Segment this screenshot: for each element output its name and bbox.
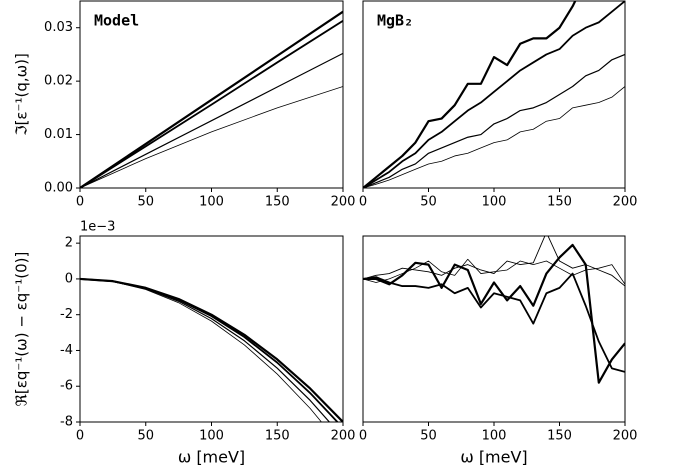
x-tick-label: 100 [482, 429, 507, 444]
data-line [363, 272, 625, 373]
y-tick-label: 0 [65, 271, 73, 286]
x-tick-label: 50 [137, 195, 154, 210]
offset-text: 1e−3 [80, 220, 115, 235]
plot-area [80, 10, 343, 188]
data-line [80, 278, 322, 422]
x-tick-label: 200 [331, 429, 356, 444]
x-tick-label: 0 [359, 195, 367, 210]
x-tick-label: 150 [265, 195, 290, 210]
x-tick-label: 200 [613, 195, 638, 210]
data-line [363, 53, 625, 188]
plot-area [363, 236, 625, 384]
x-tick-label: 100 [199, 195, 224, 210]
y-tick-label: -4 [60, 343, 73, 358]
panel-label: Model [94, 12, 139, 30]
x-axis-label: ω [meV] [460, 448, 527, 467]
data-line [80, 20, 343, 188]
y-tick-label: 0.02 [44, 74, 73, 89]
y-tick-label: -6 [60, 379, 73, 394]
y-tick-label: 0.00 [44, 181, 73, 196]
data-line [363, 1, 577, 188]
data-line [363, 236, 625, 287]
y-tick-label: -2 [60, 307, 73, 322]
x-tick-label: 200 [331, 195, 356, 210]
data-line [80, 10, 343, 188]
x-tick-label: 50 [420, 429, 437, 444]
data-line [80, 86, 343, 188]
plot-area [80, 277, 343, 422]
x-axis-label: ω [meV] [178, 448, 245, 467]
data-line [363, 258, 625, 285]
x-tick-label: 0 [76, 429, 84, 444]
y-axis-label: ℑ[ε⁻¹(q,ω)] [13, 53, 31, 136]
y-axis-label: ℜ[εq⁻¹(ω) − εq⁻¹(0)] [13, 252, 31, 407]
x-tick-label: 150 [547, 195, 572, 210]
x-tick-label: 150 [265, 429, 290, 444]
data-line [80, 278, 331, 422]
x-tick-label: 200 [613, 429, 638, 444]
x-tick-label: 150 [547, 429, 572, 444]
y-tick-label: 2 [65, 236, 73, 251]
data-line [80, 52, 343, 188]
x-tick-label: 100 [199, 429, 224, 444]
x-tick-label: 0 [359, 429, 367, 444]
y-tick-label: -8 [60, 415, 73, 430]
x-tick-label: 50 [137, 429, 154, 444]
y-tick-label: 0.01 [44, 127, 73, 142]
data-line [363, 86, 625, 188]
x-tick-label: 0 [76, 195, 84, 210]
panel-label: MgB₂ [377, 12, 413, 30]
x-tick-label: 50 [420, 195, 437, 210]
data-line [80, 277, 343, 422]
data-line [363, 243, 625, 384]
x-tick-label: 100 [482, 195, 507, 210]
data-line [80, 278, 339, 422]
y-tick-label: 0.03 [44, 20, 73, 35]
data-line [363, 1, 625, 188]
plot-area [363, 1, 625, 188]
